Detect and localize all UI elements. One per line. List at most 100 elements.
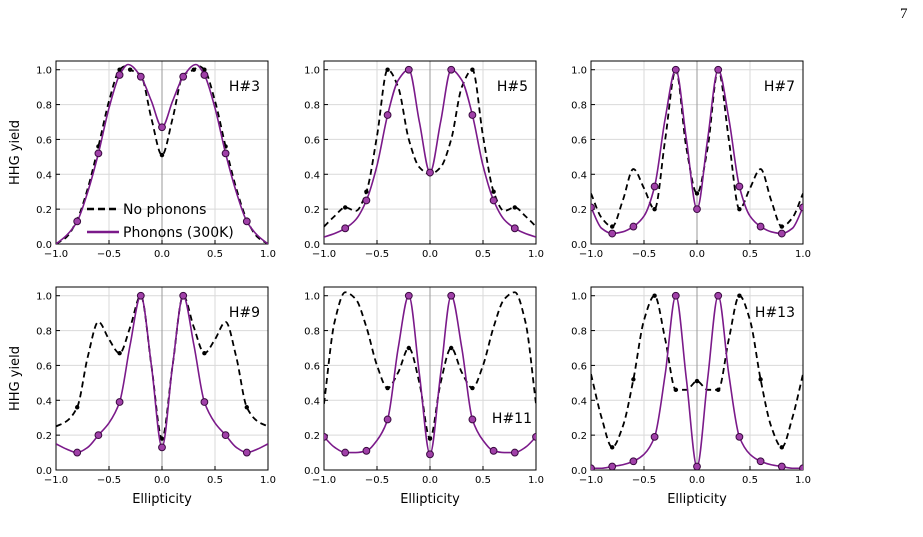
y-tick-label: 0.0 (571, 240, 587, 251)
x-tick-label: −1.0 (312, 249, 336, 260)
marker-phonons (73, 448, 82, 457)
plot-area (591, 65, 803, 238)
y-tick-label: 0.4 (304, 396, 320, 407)
legend-label-no-phonons: No phonons (123, 202, 206, 218)
y-tick-label: 0.4 (36, 396, 52, 407)
marker-no-phonons (75, 405, 80, 410)
y-tick-label: 0.2 (304, 205, 320, 216)
marker-phonons (115, 398, 124, 406)
marker-phonons (136, 72, 145, 81)
x-axis-label: Ellipticity (400, 492, 460, 507)
legend-label-phonons: Phonons (300K) (123, 225, 234, 241)
marker-phonons (799, 464, 803, 470)
y-tick-label: 0.4 (571, 396, 587, 407)
marker-no-phonons (159, 152, 165, 158)
marker-no-phonons (694, 191, 700, 196)
marker-phonons (608, 229, 617, 238)
marker-phonons (158, 443, 166, 452)
y-tick-label: 0.8 (571, 327, 587, 338)
y-tick-label: 1.0 (304, 66, 320, 77)
panel-annotation: H#7 (764, 79, 795, 95)
y-tick-label: 0.8 (304, 101, 320, 112)
y-tick-label: 0.6 (36, 135, 52, 146)
marker-phonons (158, 123, 166, 132)
marker-no-phonons (631, 377, 636, 382)
marker-no-phonons (737, 206, 742, 212)
marker-phonons (532, 432, 536, 441)
panel-annotation: H#9 (229, 305, 260, 321)
marker-no-phonons (737, 293, 742, 298)
marker-phonons (714, 291, 723, 300)
y-tick-label: 1.0 (36, 66, 52, 77)
marker-phonons (735, 432, 744, 441)
x-axis-label: Ellipticity (667, 492, 727, 507)
y-tick-label: 0.4 (36, 170, 52, 181)
marker-phonons (242, 448, 251, 457)
y-axis-label: HHG yield (8, 346, 23, 411)
y-tick-label: 0.0 (36, 466, 52, 477)
marker-phonons (221, 431, 230, 440)
marker-no-phonons (406, 345, 411, 351)
panel-annotation: H#13 (755, 305, 795, 321)
marker-no-phonons (673, 387, 678, 393)
x-tick-label: 1.0 (260, 475, 276, 486)
series-line-no-phonons (591, 294, 803, 449)
x-tick-label: 0.5 (742, 249, 758, 260)
x-axis-label: Ellipticity (132, 492, 192, 507)
y-tick-label: 0.0 (571, 466, 587, 477)
plot-area (591, 291, 803, 470)
marker-phonons (136, 291, 145, 300)
plot-area (324, 291, 536, 459)
x-tick-label: −0.5 (365, 249, 389, 260)
y-tick-label: 1.0 (304, 292, 320, 303)
y-axis-label: HHG yield (8, 120, 23, 185)
y-tick-label: 0.8 (571, 101, 587, 112)
marker-phonons (324, 432, 328, 441)
y-tick-label: 0.8 (36, 327, 52, 338)
marker-phonons (777, 229, 786, 238)
marker-phonons (73, 217, 82, 226)
y-tick-label: 0.6 (571, 361, 587, 372)
marker-no-phonons (652, 206, 657, 212)
marker-phonons (608, 462, 617, 470)
x-tick-label: 0.0 (422, 475, 438, 486)
marker-phonons (200, 398, 209, 406)
y-tick-label: 0.2 (571, 205, 587, 216)
y-tick-label: 0.2 (304, 431, 320, 442)
y-tick-label: 1.0 (571, 66, 587, 77)
x-tick-label: 0.5 (742, 475, 758, 486)
marker-phonons (510, 224, 519, 233)
marker-no-phonons (449, 345, 454, 351)
y-tick-label: 1.0 (571, 292, 587, 303)
marker-phonons (591, 464, 595, 470)
panel-h3: −1.0 −0.5 0.0 0.5 1.0 0.0 0.2 0.4 0.6 0.8 1.0 H#3 HH… (8, 60, 276, 260)
marker-phonons (221, 149, 230, 158)
marker-no-phonons (610, 445, 615, 450)
marker-no-phonons (364, 189, 369, 194)
marker-no-phonons (202, 67, 207, 72)
marker-phonons (383, 415, 392, 424)
marker-phonons (426, 168, 434, 177)
y-tick-label: 0.0 (304, 466, 320, 477)
y-tick-label: 0.4 (571, 170, 587, 181)
x-tick-label: −0.5 (97, 475, 121, 486)
x-tick-label: −1.0 (579, 249, 603, 260)
y-tick-label: 0.6 (304, 361, 320, 372)
x-tick-label: 0.0 (422, 249, 438, 260)
y-tick-label: 0.6 (571, 135, 587, 146)
legend: No phonons Phonons (300K) (87, 202, 234, 241)
x-tick-label: 0.5 (207, 249, 223, 260)
marker-phonons (591, 203, 595, 212)
y-tick-label: 1.0 (36, 292, 52, 303)
page-number: 7 (900, 6, 908, 22)
panel-annotation: H#5 (497, 79, 528, 95)
marker-no-phonons (244, 405, 249, 410)
marker-no-phonons (159, 436, 165, 441)
marker-phonons (489, 196, 498, 205)
marker-phonons (671, 65, 680, 74)
marker-no-phonons (191, 67, 196, 72)
panel-h7: −1.0 −0.5 0.0 0.5 1.0 0.0 0.2 0.4 0.6 0.8 1.0 H#7 (571, 60, 811, 260)
marker-no-phonons (117, 351, 122, 356)
marker-phonons (362, 196, 371, 205)
